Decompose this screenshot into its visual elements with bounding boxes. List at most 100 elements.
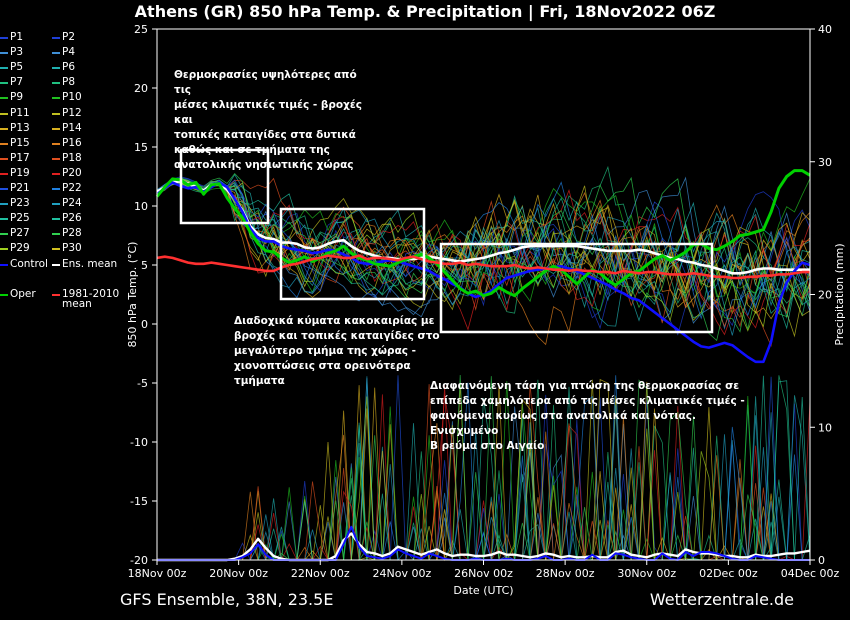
member-line [156, 180, 811, 308]
x-tick-label: 18Nov 00z [128, 567, 187, 580]
legend-swatch [0, 293, 8, 296]
axes: 25 20 15 10 5 0 -5 -10 -15 -20 40 30 20 10 0 18Nov 00z 2… [126, 23, 846, 597]
annotation-box [179, 148, 270, 225]
legend-label: P5 [10, 61, 24, 74]
x-tick-label: 22Nov 00z [291, 567, 350, 580]
annotation-box [279, 207, 426, 301]
legend-label: 1981-2010 mean [62, 287, 120, 310]
legend-label: P29 [10, 242, 30, 255]
annotation-storms: Διαδοχικά κύματα κακοκαιρίας με βροχές κ… [234, 315, 440, 387]
legend-swatch [52, 263, 60, 266]
legend-swatch [0, 127, 8, 130]
series-line [156, 254, 810, 280]
member-line [156, 182, 811, 336]
legend-label: P2 [62, 31, 76, 43]
legend-label: P22 [62, 182, 82, 194]
legend-label: P6 [62, 61, 76, 74]
member-line [156, 178, 811, 296]
legend-swatch [52, 112, 60, 115]
legend-swatch [0, 82, 8, 85]
legend-swatch [0, 157, 8, 160]
legend-swatch [52, 248, 60, 251]
y-tick-label: 0 [141, 318, 148, 331]
chart-title: Athens (GR) 850 hPa Temp. & Precipitatio… [134, 2, 716, 21]
legend-swatch [52, 37, 60, 39]
legend-swatch [0, 218, 8, 221]
legend-label: P3 [10, 46, 24, 59]
legend-swatch [52, 188, 60, 190]
legend-swatch [0, 67, 8, 70]
annotation-cooling: Διαφαινόμενη τάση για πτώση της θερμοκρα… [430, 380, 745, 452]
legend-label: P13 [10, 121, 30, 134]
legend-label: P10 [62, 91, 82, 104]
legend-swatch [52, 157, 60, 160]
x-tick-label: 30Nov 00z [617, 567, 676, 580]
legend-label: Ens. mean [62, 257, 118, 270]
legend-swatch [0, 172, 8, 175]
legend-swatch [0, 112, 8, 115]
legend-swatch [52, 293, 60, 296]
x-tick-label: 20Nov 00z [209, 567, 268, 580]
legend-swatch [0, 97, 8, 100]
legend-label: P7 [10, 76, 24, 89]
legend-label: P14 [62, 121, 82, 134]
legend-label: P25 [10, 212, 30, 225]
y-tick-label: -20 [130, 554, 148, 567]
y-tick-label: 15 [134, 141, 148, 154]
legend-label: P16 [62, 136, 82, 149]
legend-swatch [0, 52, 8, 55]
y-tick-label: -5 [137, 377, 148, 390]
legend-swatch [52, 203, 60, 206]
y2-tick-label: 10 [818, 421, 832, 434]
legend-swatch [52, 218, 60, 221]
legend-label: P30 [62, 242, 82, 255]
x-tick-label: 26Nov 00z [454, 567, 513, 580]
x-tick-label: 02Dec 00z [699, 567, 758, 580]
footer-source: Wetterzentrale.de [649, 590, 794, 609]
legend-swatch [52, 233, 60, 236]
x-tick-label: 28Nov 00z [536, 567, 595, 580]
member-line [156, 172, 811, 333]
legend-label: P18 [62, 151, 82, 164]
legend-swatch [52, 172, 60, 175]
legend-swatch [0, 203, 8, 206]
y-tick-label: -10 [130, 436, 148, 449]
legend-label: P9 [10, 91, 24, 104]
legend-swatch [52, 82, 60, 85]
legend-swatch [52, 97, 60, 100]
y-tick-label: 25 [134, 23, 148, 36]
legend-label: P17 [10, 151, 30, 164]
member-line [156, 176, 811, 298]
legend-label: P19 [10, 166, 30, 179]
y-tick-label: 10 [134, 200, 148, 213]
member-line [156, 179, 811, 306]
legend-label: P23 [10, 197, 30, 210]
y2-tick-label: 20 [818, 289, 832, 302]
legend-swatch [0, 188, 8, 190]
legend-swatch [52, 142, 60, 145]
annotation-box [439, 242, 714, 334]
x-axis-label: Date (UTC) [453, 584, 513, 597]
legend-label: P28 [62, 227, 82, 240]
y-tick-label: 5 [141, 259, 148, 272]
legend-label: P24 [62, 197, 82, 210]
legend-label: P4 [62, 46, 76, 59]
y-axis-label: 850 hPa Temp. (°C) [126, 242, 139, 348]
legend-label: P12 [62, 106, 82, 119]
legend-swatch [0, 248, 8, 251]
legend-swatch [52, 67, 60, 70]
x-tick-label: 04Dec 00z [781, 567, 840, 580]
y2-axis-label: Precipitation (mm) [833, 243, 846, 345]
legend-label: P27 [10, 227, 30, 240]
legend-label: Control [10, 257, 48, 270]
legend-swatch [0, 37, 8, 39]
legend-swatch [52, 52, 60, 55]
series-line [157, 532, 811, 562]
x-tick-label: 24Nov 00z [373, 567, 432, 580]
legend-swatch [0, 142, 8, 145]
member-line [156, 178, 811, 312]
annotation-boxes [179, 148, 714, 334]
series-line [156, 179, 810, 275]
legend-label: P20 [62, 166, 82, 179]
